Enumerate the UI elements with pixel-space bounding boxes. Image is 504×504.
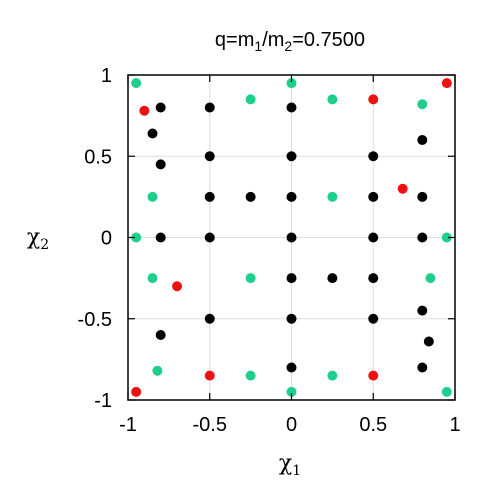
data-point-black xyxy=(417,232,428,243)
data-point-black xyxy=(286,273,297,284)
data-point-black xyxy=(417,135,428,145)
data-point-black xyxy=(155,330,166,340)
x-tick-label: 0 xyxy=(286,414,297,436)
data-point-green xyxy=(417,99,428,110)
ticks: -1 -0.5 0 0.5 1 -1 -0.5 0 0.5 1 xyxy=(78,65,461,436)
data-point-green xyxy=(441,386,452,397)
data-point-red xyxy=(131,386,142,397)
data-point-black xyxy=(368,191,379,202)
data-point-red xyxy=(172,281,183,292)
data-point-green xyxy=(245,273,256,284)
data-point-green xyxy=(245,370,256,381)
chart-title: q=m1/m2=0.7500 xyxy=(215,29,365,54)
data-point-red xyxy=(368,370,379,381)
data-point-green xyxy=(152,365,163,376)
data-point-red xyxy=(368,94,379,105)
x-tick-label: 1 xyxy=(449,414,460,436)
data-point-green xyxy=(327,370,338,381)
data-point-black xyxy=(155,159,166,170)
data-point-black xyxy=(245,191,256,202)
data-point-black xyxy=(155,102,166,113)
data-point-black xyxy=(423,336,434,347)
data-point-green xyxy=(131,78,142,89)
data-point-green xyxy=(327,191,338,202)
data-point-red xyxy=(204,370,215,381)
data-point-green xyxy=(441,232,452,243)
x-axis-label: χ1 xyxy=(279,451,301,479)
x-tick-label: -0.5 xyxy=(193,414,227,436)
data-point-green xyxy=(147,191,158,202)
data-point-red xyxy=(397,183,408,194)
data-point-black xyxy=(286,102,297,113)
y-tick-label: -1 xyxy=(94,390,112,412)
data-point-black xyxy=(155,232,166,243)
data-point-green xyxy=(286,78,297,89)
data-point-black xyxy=(204,151,215,162)
data-point-black xyxy=(204,313,215,324)
data-point-black xyxy=(286,232,297,243)
data-point-black xyxy=(368,273,379,284)
data-point-black xyxy=(417,191,428,202)
y-axis-label: χ2 xyxy=(27,225,49,253)
y-tick-label: -0.5 xyxy=(78,309,112,331)
data-point-green xyxy=(327,94,338,105)
data-point-black xyxy=(368,232,379,243)
data-point-red xyxy=(139,105,150,116)
data-point-red xyxy=(441,78,452,89)
data-points xyxy=(131,78,452,397)
data-point-black xyxy=(147,128,158,139)
data-point-black xyxy=(204,191,215,202)
data-point-black xyxy=(204,232,215,243)
data-point-black xyxy=(368,151,379,162)
x-tick-label: 0.5 xyxy=(359,414,387,436)
data-point-black xyxy=(286,151,297,162)
data-point-black xyxy=(286,313,297,324)
y-tick-label: 0.5 xyxy=(84,146,112,168)
data-point-green xyxy=(425,273,436,284)
data-point-green xyxy=(286,386,297,397)
data-point-black xyxy=(368,313,379,324)
data-point-black xyxy=(417,362,428,373)
data-point-black xyxy=(204,102,215,113)
data-point-black xyxy=(286,362,297,373)
data-point-green xyxy=(131,232,142,243)
y-tick-label: 1 xyxy=(101,65,112,87)
y-tick-label: 0 xyxy=(101,228,112,250)
data-point-black xyxy=(286,191,297,202)
data-point-black xyxy=(327,273,338,284)
data-point-green xyxy=(147,273,158,284)
data-point-green xyxy=(245,94,256,105)
data-point-black xyxy=(417,305,428,316)
x-tick-label: -1 xyxy=(119,414,137,436)
